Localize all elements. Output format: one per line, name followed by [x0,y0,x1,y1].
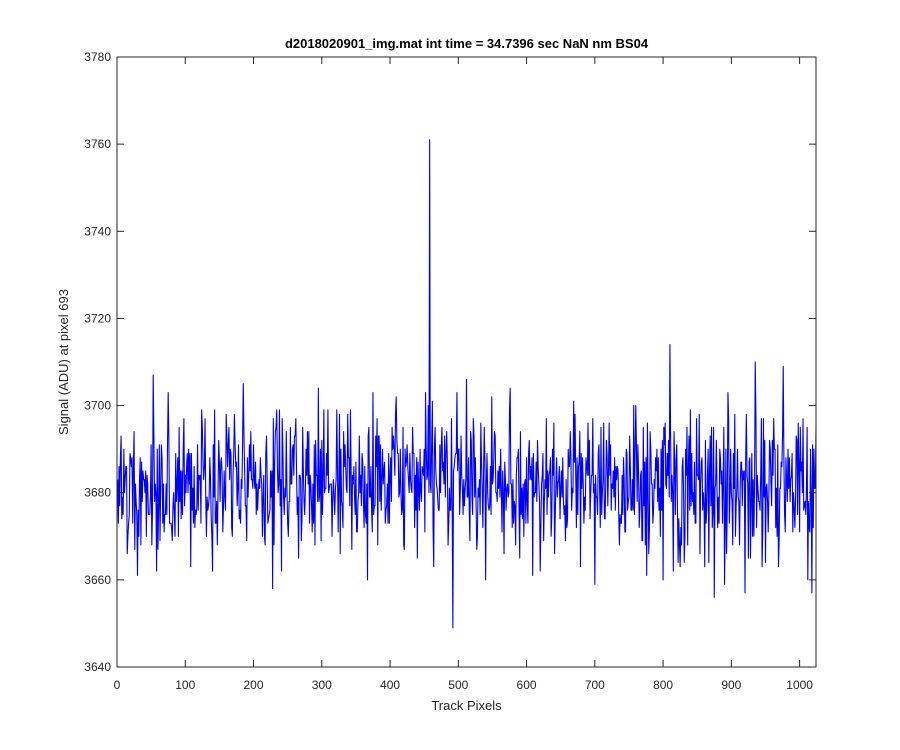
x-tick-label: 500 [448,678,468,692]
x-tick-label: 300 [312,678,332,692]
x-tick-label: 600 [517,678,537,692]
y-tick-label: 3720 [84,311,111,325]
x-tick-label: 200 [244,678,264,692]
chart-title: d2018020901_img.mat int time = 34.7396 s… [285,36,649,51]
x-tick-label: 400 [380,678,400,692]
y-tick-label: 3680 [84,486,111,500]
x-tick-label: 0 [114,678,121,692]
x-tick-label: 700 [585,678,605,692]
y-tick-label: 3660 [84,573,111,587]
plot-frame [116,56,817,668]
series-layer [117,139,817,629]
x-tick-label: 100 [175,678,195,692]
series-line [117,139,817,629]
plot-area [117,57,816,667]
x-axis: 0 100 200 300 400 500 600 700 800 900 1000 [114,57,813,692]
y-tick-label: 3700 [84,399,111,413]
y-tick-label: 3740 [84,224,111,238]
x-tick-label: 1000 [786,678,813,692]
y-tick-label: 3780 [84,50,111,64]
y-axis-label: Signal (ADU) at pixel 693 [56,289,71,435]
y-tick-label: 3760 [84,137,111,151]
x-tick-label: 800 [653,678,673,692]
x-tick-label: 900 [721,678,741,692]
y-tick-label: 3640 [84,660,111,674]
y-axis: 3640 3660 3680 3700 3720 3740 3760 3780 [84,50,816,674]
x-axis-label: Track Pixels [431,698,502,713]
